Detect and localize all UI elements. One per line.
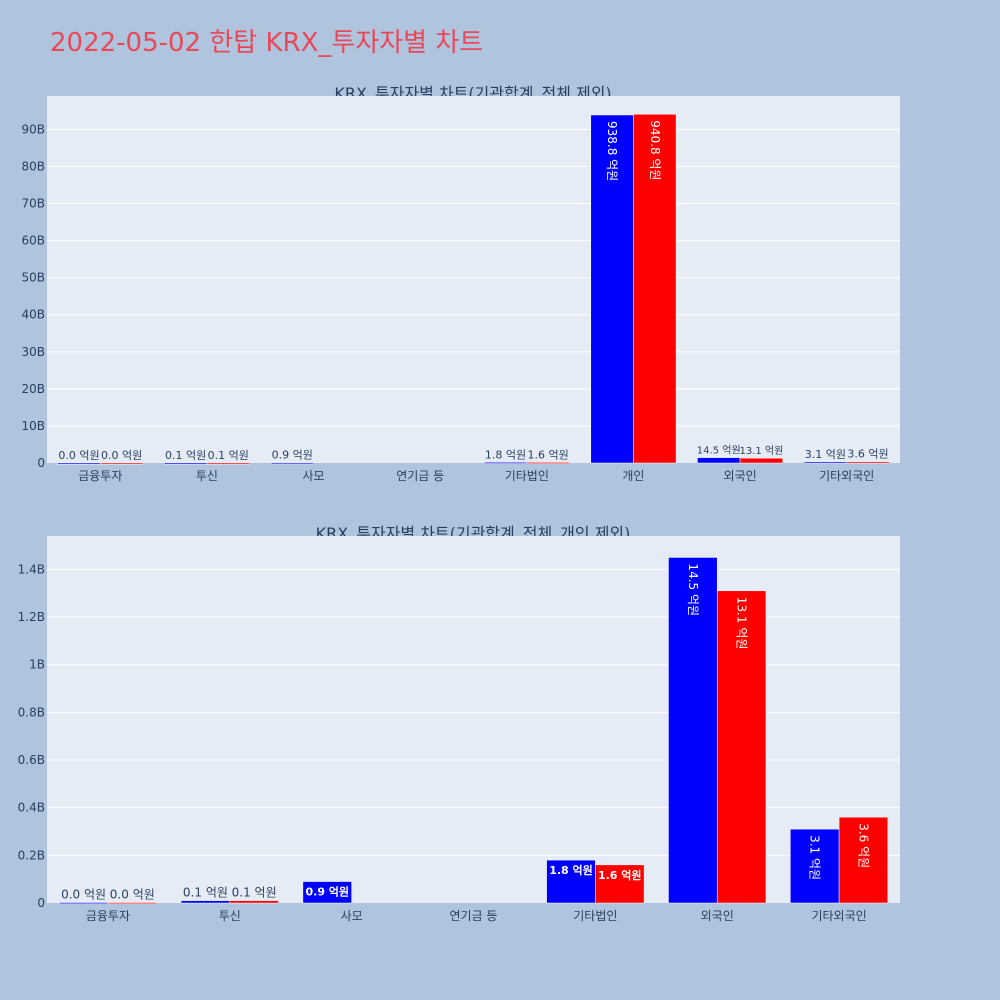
bar (716, 590, 767, 904)
data-label: 1.6 억원 (598, 868, 642, 882)
data-label: 0.0 억원 (58, 449, 99, 462)
data-label: 3.1 억원 (805, 448, 846, 461)
bar (526, 462, 570, 464)
bar (100, 462, 144, 465)
data-label: 0.1 억원 (183, 886, 228, 900)
bar (107, 902, 157, 904)
bar (838, 816, 889, 904)
y-tick-label: 1B (29, 658, 45, 672)
data-label: 13.1 억원 (739, 445, 783, 457)
data-label: 14.5 억원 (697, 445, 741, 457)
y-tick-label: 0 (37, 456, 45, 470)
y-tick-label: 0.2B (18, 848, 45, 862)
plot-area (47, 96, 900, 463)
y-tick-label: 40B (21, 308, 45, 322)
data-label: 3.6 억원 (856, 823, 870, 868)
x-tick-label: 개인 (622, 469, 644, 483)
data-label: 3.1 억원 (808, 835, 822, 880)
x-tick-label: 연기금 등 (396, 469, 444, 483)
x-tick-label: 외국인 (701, 909, 734, 923)
y-tick-label: 1.2B (18, 610, 45, 624)
x-tick-label: 외국인 (724, 469, 757, 483)
y-tick-label: 0.8B (18, 705, 45, 719)
x-tick-label: 기타법인 (505, 469, 549, 483)
x-tick-label: 연기금 등 (450, 909, 498, 923)
page-title: 2022-05-02 한탑 KRX_투자자별 차트 (50, 28, 484, 58)
bar (180, 900, 231, 904)
data-label: 0.1 억원 (165, 449, 206, 462)
data-label: 0.0 억원 (101, 449, 142, 462)
x-tick-label: 투신 (219, 909, 241, 923)
bar (790, 828, 840, 904)
y-tick-label: 30B (21, 345, 45, 359)
y-tick-label: 90B (21, 122, 45, 136)
data-label: 14.5 억원 (686, 563, 700, 616)
y-tick-label: 60B (21, 234, 45, 248)
bar (595, 864, 645, 904)
y-tick-label: 1.4B (18, 562, 45, 576)
y-tick-label: 50B (21, 271, 45, 285)
y-tick-label: 0 (37, 896, 45, 910)
bar (590, 114, 634, 464)
data-label: 0.1 억원 (208, 449, 249, 462)
y-tick-label: 0.6B (18, 753, 45, 767)
data-label: 3.6 억원 (847, 448, 888, 461)
data-label: 938.8 억원 (605, 121, 619, 181)
x-tick-label: 사모 (303, 469, 325, 483)
bar (668, 557, 718, 904)
y-tick-label: 0.4B (18, 801, 45, 815)
data-label: 1.8 억원 (549, 863, 593, 877)
bar (270, 462, 314, 465)
x-tick-label: 금융투자 (78, 469, 122, 483)
y-tick-label: 10B (21, 419, 45, 433)
data-label: 0.0 억원 (61, 888, 106, 902)
x-tick-label: 사모 (341, 909, 363, 923)
y-tick-label: 80B (21, 159, 45, 173)
x-tick-label: 기타외국인 (819, 469, 874, 483)
data-label: 0.9 억원 (272, 449, 313, 462)
data-label: 1.8 억원 (485, 448, 526, 461)
bar (546, 859, 596, 904)
bar (58, 902, 109, 904)
data-label: 0.1 억원 (232, 886, 277, 900)
data-label: 0.0 억원 (110, 888, 155, 902)
bar (206, 462, 250, 465)
x-tick-label: 투신 (196, 469, 218, 483)
bar (302, 881, 352, 904)
data-label: 940.8 억원 (648, 120, 662, 180)
y-tick-label: 70B (21, 197, 45, 211)
data-label: 1.6 억원 (528, 448, 569, 461)
data-label: 13.1 억원 (735, 597, 749, 650)
plot-area (47, 536, 900, 903)
data-label: 0.9 억원 (305, 885, 349, 899)
x-tick-label: 기타외국인 (811, 909, 866, 923)
bar (633, 113, 677, 464)
bar (739, 457, 783, 464)
y-tick-label: 20B (21, 382, 45, 396)
x-tick-label: 금융투자 (86, 909, 130, 923)
bar (229, 900, 279, 904)
bar (846, 461, 890, 464)
x-tick-label: 기타법인 (573, 909, 617, 923)
